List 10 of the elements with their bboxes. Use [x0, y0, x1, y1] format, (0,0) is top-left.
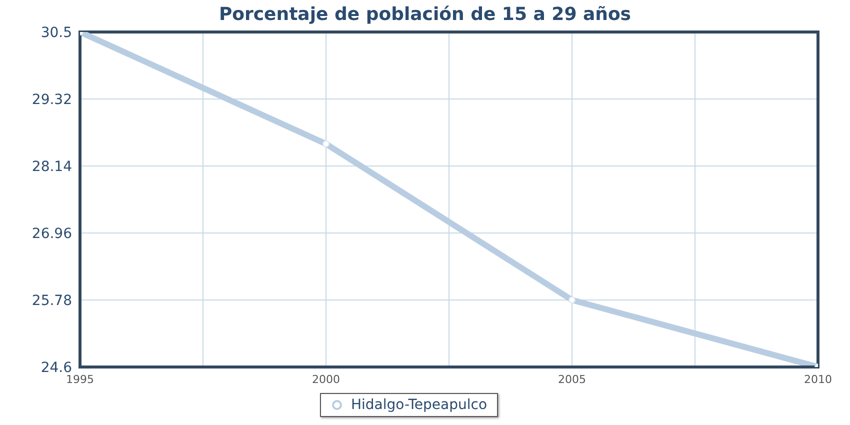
- chart-title: Porcentaje de población de 15 a 29 años: [218, 4, 632, 25]
- x-tick-label: 2010: [804, 372, 832, 386]
- y-tick-label: 28.14: [32, 158, 72, 175]
- y-tick-label: 30.5: [40, 24, 72, 41]
- y-tick-label: 25.78: [32, 292, 72, 309]
- x-tick-label: 2000: [312, 372, 340, 386]
- legend-label: Hidalgo-Tepeapulco: [350, 397, 488, 413]
- x-tick-label: 2005: [558, 372, 586, 386]
- y-tick-label: 29.32: [32, 92, 72, 108]
- y-tick-label: 26.96: [32, 226, 72, 242]
